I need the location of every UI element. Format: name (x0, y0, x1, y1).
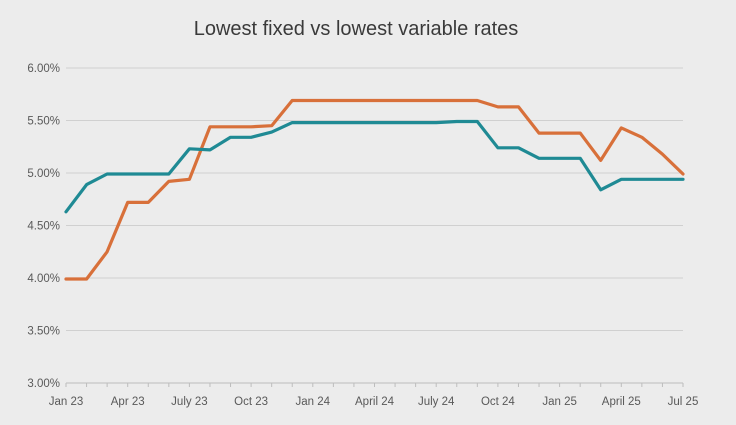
chart-title: Lowest fixed vs lowest variable rates (193, 18, 519, 40)
x-axis: Jan 23 Apr 23 July 23 Oct 23 Jan 24 April 24 J… (49, 382, 699, 408)
x-tick-label: April 25 (602, 396, 641, 408)
gridlines (66, 67, 683, 331)
x-tick-label: July 23 (171, 396, 207, 408)
series-lines (64, 98, 685, 281)
y-tick-label: 3.50% (27, 326, 60, 338)
x-tick-label: Jan 24 (296, 396, 331, 408)
y-tick-label: 5.00% (27, 168, 60, 180)
x-tick-label: July 24 (418, 396, 455, 408)
series-line-1 (64, 98, 685, 281)
x-tick-label: Jan 23 (49, 396, 84, 408)
y-tick-label: 5.50% (27, 116, 60, 128)
y-tick-label: 4.50% (27, 221, 60, 233)
y-axis-ticks: 3.00% 3.50% 4.00% 4.50% 5.00% 5.50% 6.00% (27, 63, 60, 390)
y-tick-label: 3.00% (27, 378, 60, 390)
y-tick-label: 4.00% (27, 273, 60, 285)
x-tick-label: Jul 25 (668, 396, 699, 408)
y-tick-label: 6.00% (27, 63, 60, 75)
x-tick-label: Apr 23 (111, 396, 145, 408)
x-tick-label: Jan 25 (542, 396, 577, 408)
x-tick-label: Oct 24 (481, 396, 515, 408)
x-tick-label: Oct 23 (234, 396, 268, 408)
x-tick-label: April 24 (355, 396, 395, 408)
series-line-2 (64, 119, 685, 214)
